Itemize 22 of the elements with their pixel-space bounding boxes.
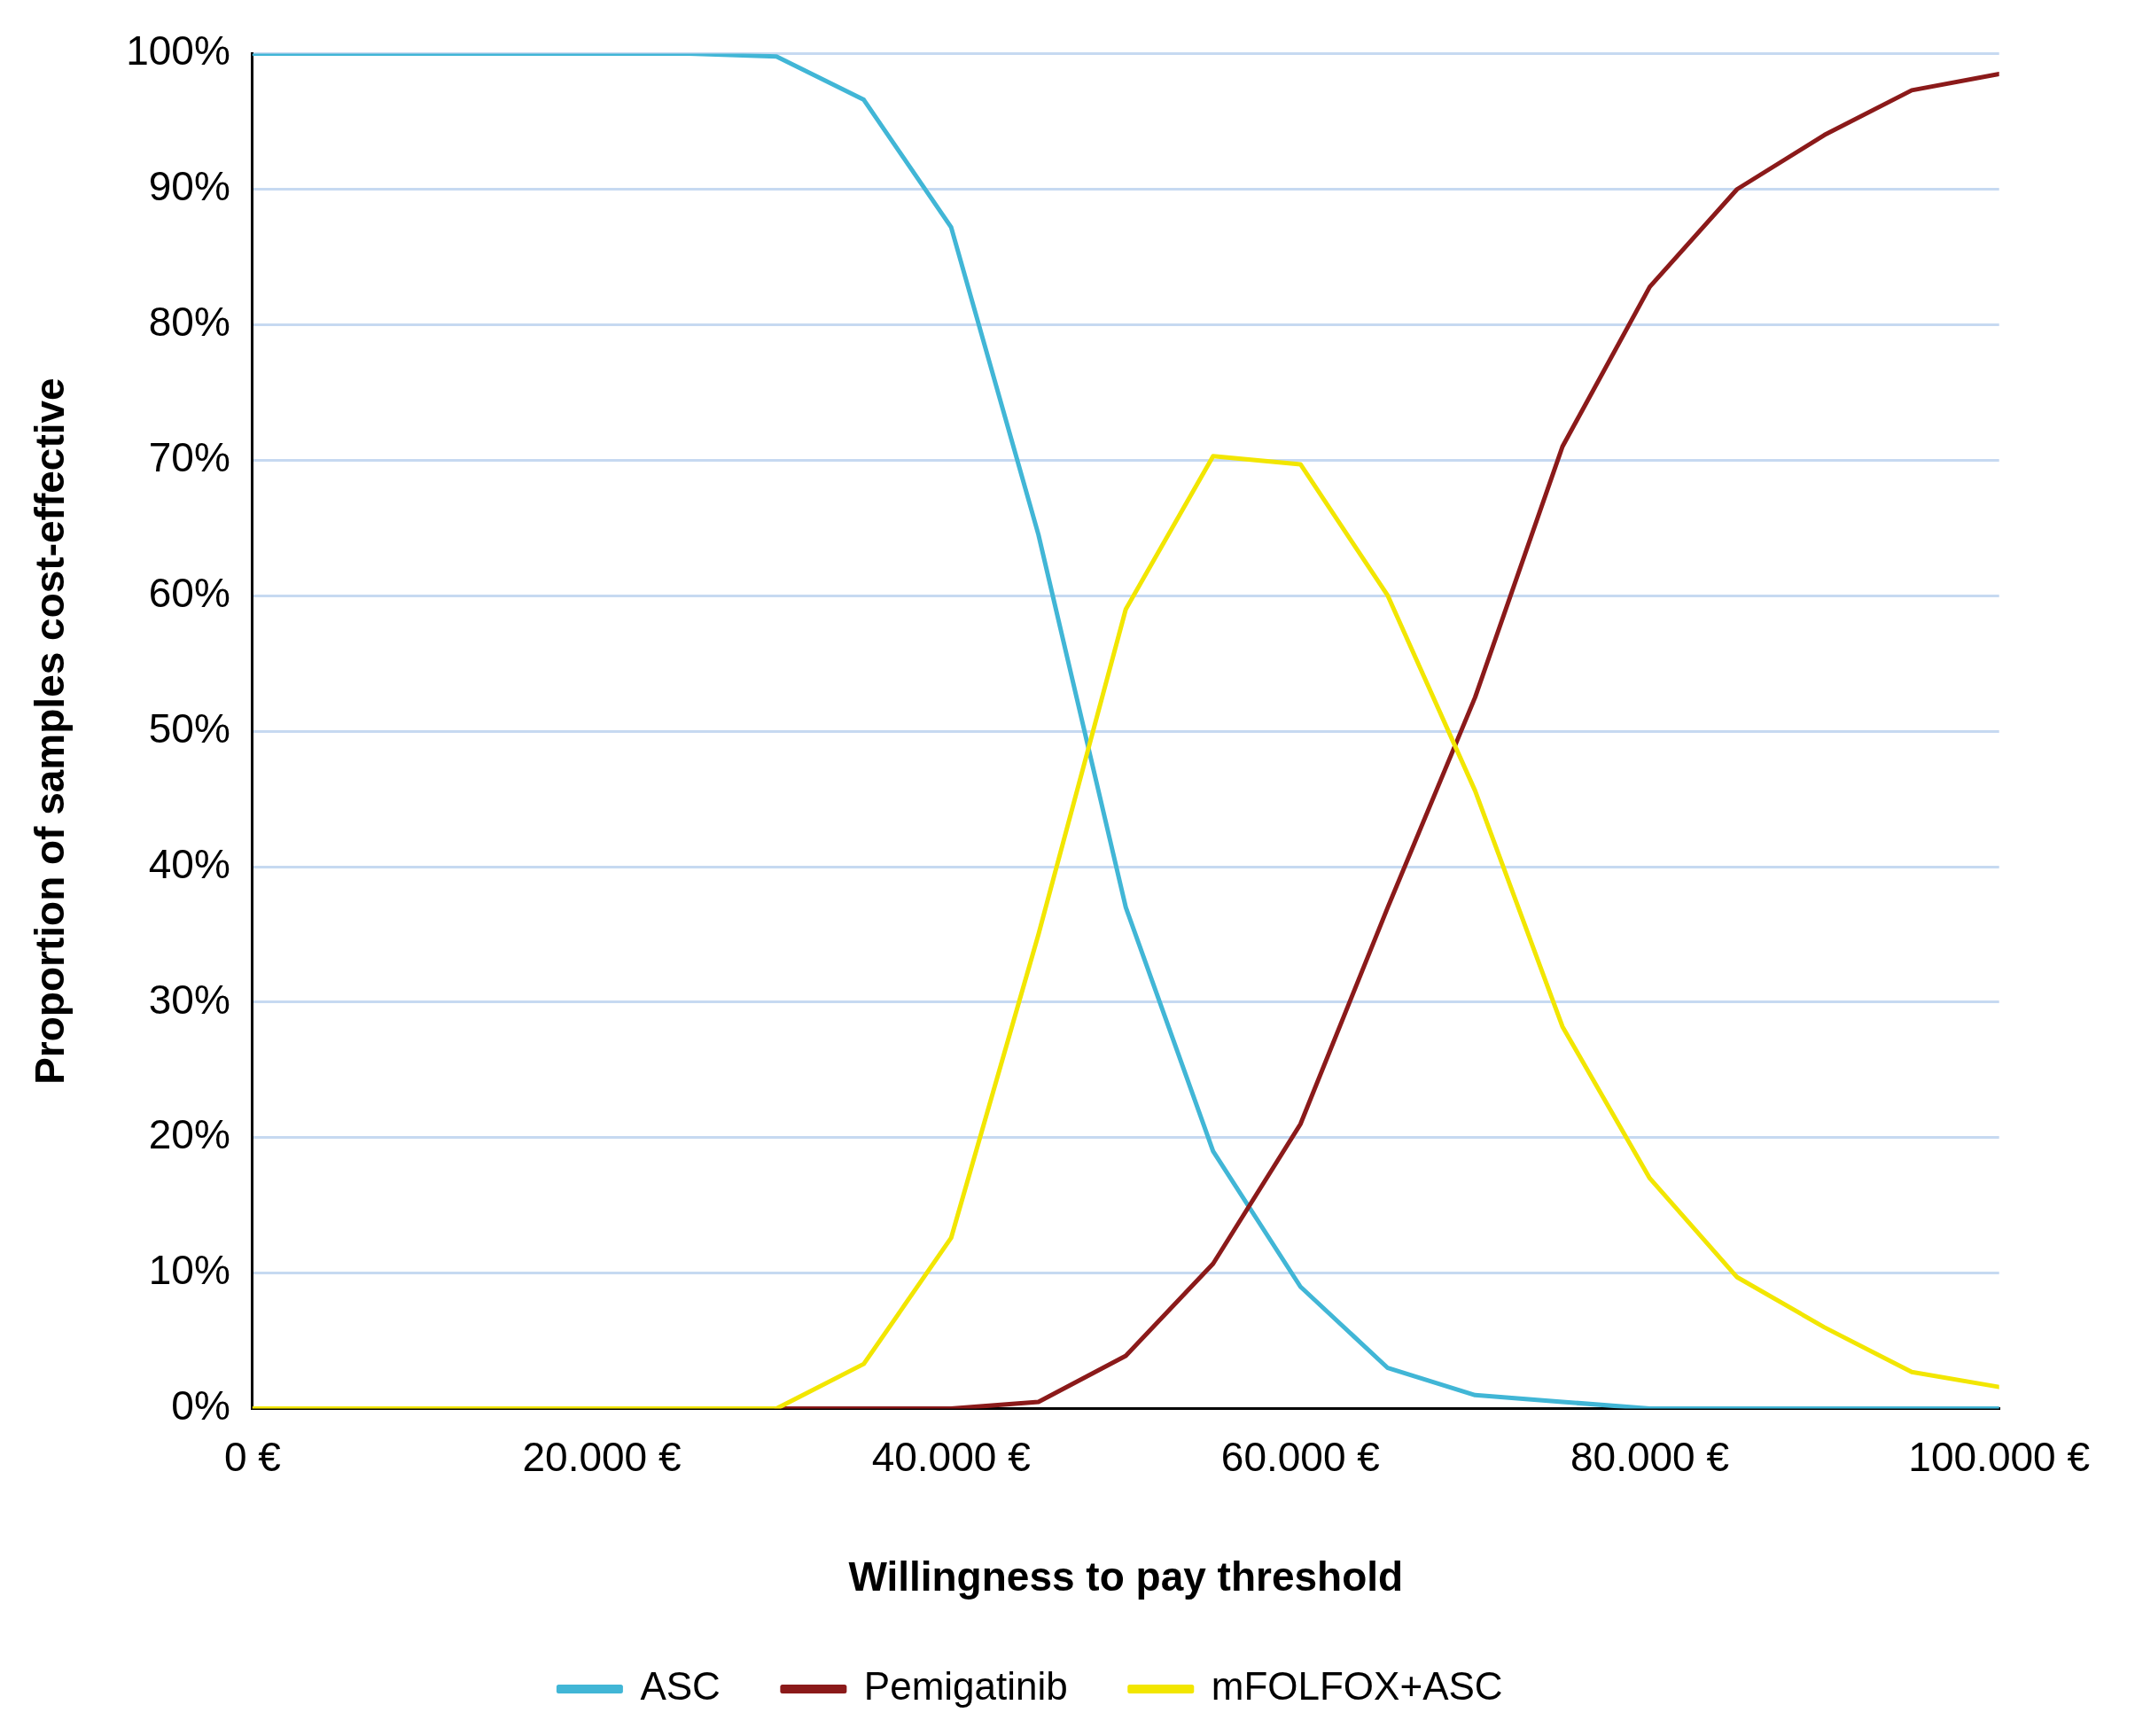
- y-tick-label: 80%: [148, 299, 230, 346]
- x-tick-label: 0 €: [223, 1433, 281, 1480]
- y-tick-label: 100%: [126, 27, 230, 74]
- x-tick-label: 60.000 €: [1220, 1433, 1380, 1480]
- x-tick-label: 80.000 €: [1570, 1433, 1730, 1480]
- x-axis-title: Willingness to pay threshold: [848, 1553, 1404, 1600]
- y-tick-label: 50%: [148, 705, 230, 751]
- y-tick-label: 90%: [148, 163, 230, 210]
- y-axis-title: Proportion of samples cost-effective: [27, 378, 74, 1085]
- y-tick-label: 70%: [148, 433, 230, 480]
- y-tick-label: 20%: [148, 1111, 230, 1158]
- x-tick-label: 40.000 €: [871, 1433, 1031, 1480]
- legend-label: ASC: [640, 1664, 721, 1709]
- x-tick-label: 100.000 €: [1908, 1433, 2091, 1480]
- x-tick-label: 20.000 €: [522, 1433, 682, 1480]
- y-tick-label: 0%: [171, 1382, 230, 1429]
- y-tick-label: 10%: [148, 1247, 230, 1294]
- legend-label: mFOLFOX+ASC: [1211, 1664, 1503, 1709]
- y-tick-label: 60%: [148, 569, 230, 616]
- y-tick-label: 30%: [148, 976, 230, 1023]
- y-tick-label: 40%: [148, 840, 230, 887]
- legend-label: Pemigatinib: [863, 1664, 1068, 1709]
